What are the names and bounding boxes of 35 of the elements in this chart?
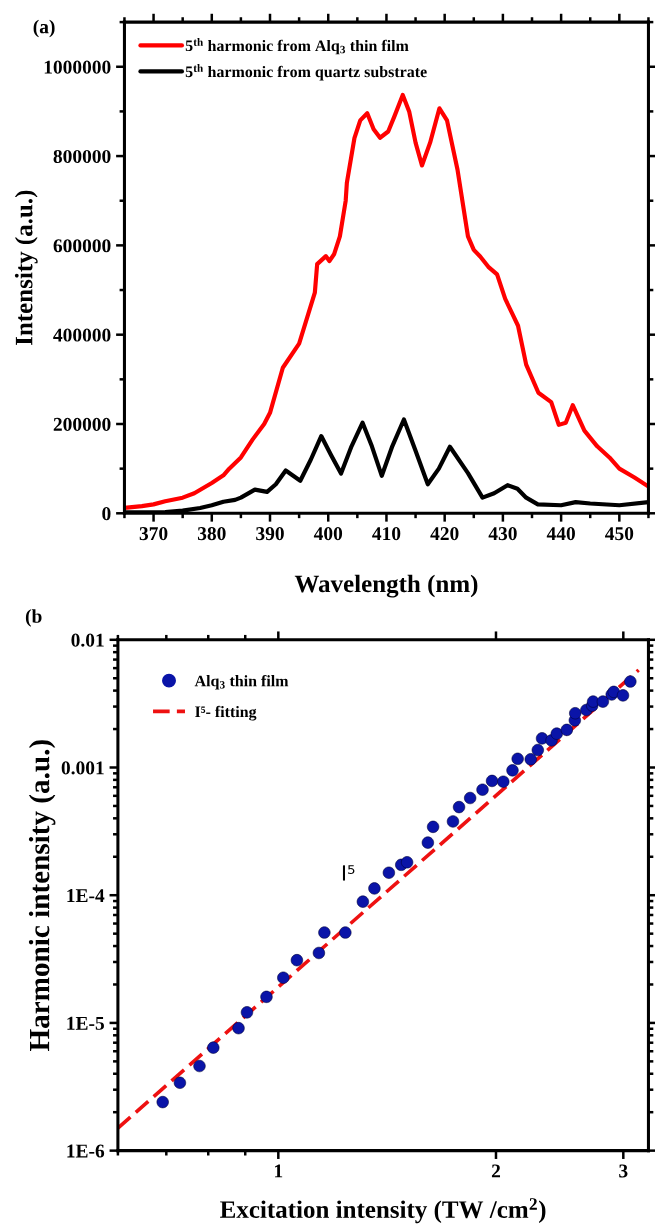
- x-tick-label: 390: [256, 527, 284, 541]
- chart-title: (a): [33, 19, 55, 38]
- annotation: I⁵: [342, 865, 355, 881]
- x-tick-label: 450: [605, 527, 634, 541]
- x-tick-label: 1: [275, 1164, 283, 1178]
- x-tick-label: 400: [313, 527, 343, 541]
- x-tick-label: 420: [430, 527, 459, 541]
- x-tick-label: 380: [197, 527, 226, 541]
- y-tick-label: 1E-6: [67, 1144, 105, 1158]
- x-tick-label: 2: [491, 1164, 501, 1178]
- x-axis-title: Wavelength (nm): [294, 574, 478, 598]
- x-tick-label: 3: [619, 1164, 628, 1178]
- x-tick-label: 410: [372, 527, 401, 541]
- y-tick-label: 600000: [53, 239, 111, 253]
- chart-title: (b: [25, 609, 42, 627]
- y-tick-label: 1E-5: [67, 1016, 104, 1030]
- legend-label: 5$^{th}$ harmonic from quartz substrate: [185, 64, 427, 81]
- y-axis-title: Intensity (a.u.): [14, 190, 38, 345]
- y-tick-label: 0: [102, 507, 111, 521]
- y-tick-label: 200000: [53, 417, 111, 431]
- y-tick-label: 800000: [53, 149, 111, 164]
- x-tick-label: 430: [488, 527, 517, 541]
- legend-label: Alq$_{3}$ thin film: [194, 674, 289, 690]
- y-axis-title: Harmonic intensity (a.u.): [28, 740, 56, 1052]
- x-axis-title: Excitation intensity (TW /cm$^{2}$): [220, 1198, 546, 1224]
- y-tick-label: 1000000: [44, 60, 111, 74]
- line-series: [124, 92, 649, 511]
- x-tick-label: 440: [546, 527, 575, 541]
- y-tick-label: 1E-4: [67, 889, 105, 902]
- legend-label: 5$^{th}$ harmonic from Alq$_{3}$ thin film: [185, 38, 409, 55]
- y-tick-label: 400000: [53, 328, 111, 342]
- y-tick-label: 0.01: [71, 633, 104, 647]
- legend-label: I⁵- fitting: [195, 705, 257, 721]
- x-tick-label: 370: [139, 527, 168, 541]
- y-tick-label: 0.001: [61, 761, 104, 775]
